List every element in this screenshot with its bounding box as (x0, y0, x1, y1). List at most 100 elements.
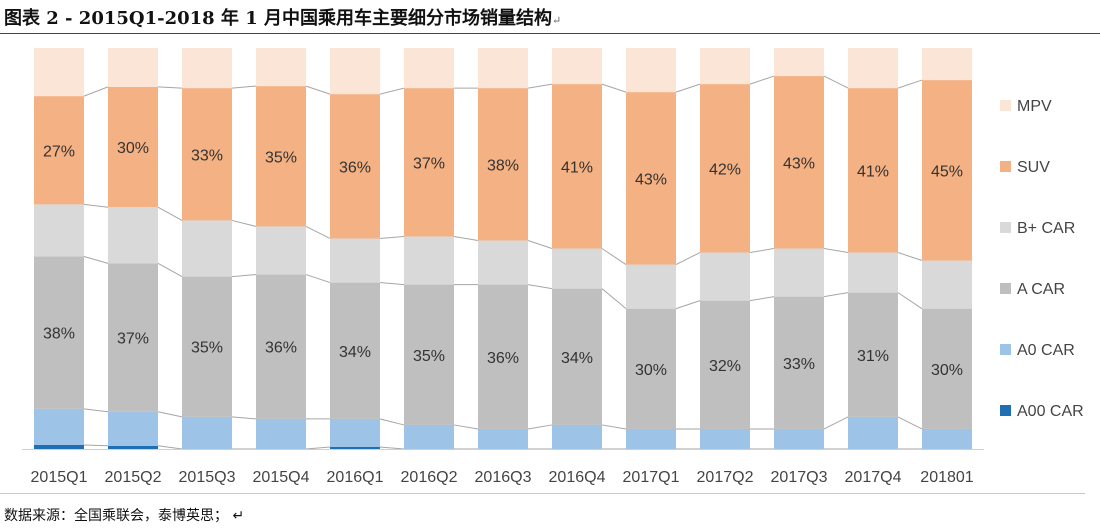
bar-segment-a0-car (182, 416, 232, 449)
series-connector-line (231, 85, 257, 89)
chart-title: 图表 2 - 2015Q1-2018 年 1 月中国乘用车主要细分市场销量结构↵ (4, 4, 561, 30)
series-connector-line (601, 288, 627, 310)
x-tick-label: 2015Q3 (179, 469, 236, 486)
bar-segment-a-car (330, 282, 380, 419)
legend-label: MPV (1017, 98, 1052, 115)
data-label-a-car: 34% (339, 344, 371, 361)
bar-segment-suv (478, 88, 528, 241)
series-connector-line (379, 446, 405, 450)
legend-swatch (1000, 405, 1011, 416)
bar-segment-b-car (182, 220, 232, 277)
legend-swatch (1000, 283, 1011, 294)
series-connector-line (157, 262, 183, 278)
series-connector-line (305, 225, 331, 239)
data-label-a-car: 31% (857, 348, 889, 365)
series-connector-line (601, 83, 627, 93)
bar-segment-suv (774, 76, 824, 249)
bar-segment-mpv (108, 48, 158, 87)
series-connector-line (823, 75, 849, 89)
legend-label: A00 CAR (1017, 403, 1084, 420)
data-label-a-car: 32% (709, 358, 741, 375)
data-label-suv: 43% (783, 155, 815, 172)
bar-segment-mpv (626, 48, 676, 93)
bar-segment-a00-car (34, 444, 84, 449)
bar-segment-a-car (478, 284, 528, 429)
data-label-a-car: 35% (191, 340, 223, 357)
legend-label: B+ CAR (1017, 220, 1075, 237)
x-tick-label: 2017Q1 (623, 469, 680, 486)
bar-segment-b-car (626, 264, 676, 309)
data-label-a-car: 30% (931, 362, 963, 379)
bar-segment-a-car (922, 308, 972, 429)
bar-segment-mpv (404, 48, 454, 89)
bar-segment-suv (848, 88, 898, 253)
series-connector-line (897, 416, 923, 430)
bar-segment-b-car (774, 248, 824, 297)
series-connector-line (231, 274, 257, 278)
series-connector-line (157, 206, 183, 221)
bar-segment-mpv (922, 48, 972, 81)
data-label-a-car: 30% (635, 362, 667, 379)
bar-segment-b-car (256, 226, 306, 275)
bar-segment-a-car (774, 296, 824, 429)
data-label-suv: 45% (931, 163, 963, 180)
bar-segment-a00-car (108, 445, 158, 449)
series-connector-line (83, 408, 109, 413)
bar-segment-mpv (182, 48, 232, 89)
x-tick-label: 2016Q2 (401, 469, 458, 486)
bar-segment-b-car (922, 260, 972, 309)
series-connector-line (83, 86, 109, 97)
x-tick-label: 2015Q4 (253, 469, 310, 486)
bar-segment-a0-car (848, 416, 898, 449)
x-tick-label: 2017Q4 (845, 469, 902, 486)
bar-segment-suv (182, 88, 232, 221)
series-connector-line (305, 85, 331, 95)
series-connector-line (305, 274, 331, 284)
bar-segment-a0-car (774, 428, 824, 449)
data-label-suv: 42% (709, 161, 741, 178)
series-connector-line (83, 256, 109, 264)
x-tick-label: 2016Q3 (475, 469, 532, 486)
series-connector-line (83, 203, 109, 208)
bar-segment-suv (626, 92, 676, 265)
data-label-a-car: 36% (265, 340, 297, 357)
data-label-suv: 41% (857, 163, 889, 180)
bar-segment-a-car (404, 284, 454, 425)
bar-segment-mpv (700, 48, 750, 85)
data-label-suv: 33% (191, 147, 223, 164)
bar-segment-a0-car (922, 428, 972, 449)
x-tick-label: 2016Q4 (549, 469, 606, 486)
bar-segment-a0-car (108, 411, 158, 446)
legend-label: A CAR (1017, 281, 1065, 298)
bar-segment-suv (552, 84, 602, 249)
bar-segment-a0-car (404, 424, 454, 449)
data-label-suv: 36% (339, 159, 371, 176)
bar-segment-a00-car (330, 446, 380, 449)
stacked-bar-chart: 38% 27% 2015Q1 37% 30% 2015Q2 35% 33% 2015Q3 36% 3… (22, 48, 1084, 486)
x-tick-label: 2016Q1 (327, 469, 384, 486)
x-tick-label: 2015Q2 (105, 469, 162, 486)
series-connector-line (527, 424, 553, 430)
series-connector-line (453, 235, 479, 241)
series-connector-line (379, 282, 405, 286)
bar-segment-suv (108, 86, 158, 208)
data-label-a-car: 37% (117, 331, 149, 348)
series-connector-line (675, 252, 701, 265)
data-label-a-car: 38% (43, 326, 75, 343)
bar-segment-b-car (330, 238, 380, 283)
bar-segment-mpv (552, 48, 602, 85)
series-connector-line (897, 252, 923, 262)
legend-swatch (1000, 222, 1011, 233)
data-label-suv: 35% (265, 149, 297, 166)
legend-label: A0 CAR (1017, 342, 1075, 359)
bar-segment-a0-car (700, 428, 750, 449)
series-connector-line (231, 219, 257, 227)
series-connector-line (897, 292, 923, 310)
bar-segment-b-car (848, 252, 898, 293)
bar-segment-mpv (330, 48, 380, 95)
legend-swatch (1000, 161, 1011, 172)
bar-segment-suv (404, 88, 454, 237)
series-connector-line (453, 424, 479, 430)
legend-swatch (1000, 100, 1011, 111)
bar-segment-mpv (478, 48, 528, 89)
